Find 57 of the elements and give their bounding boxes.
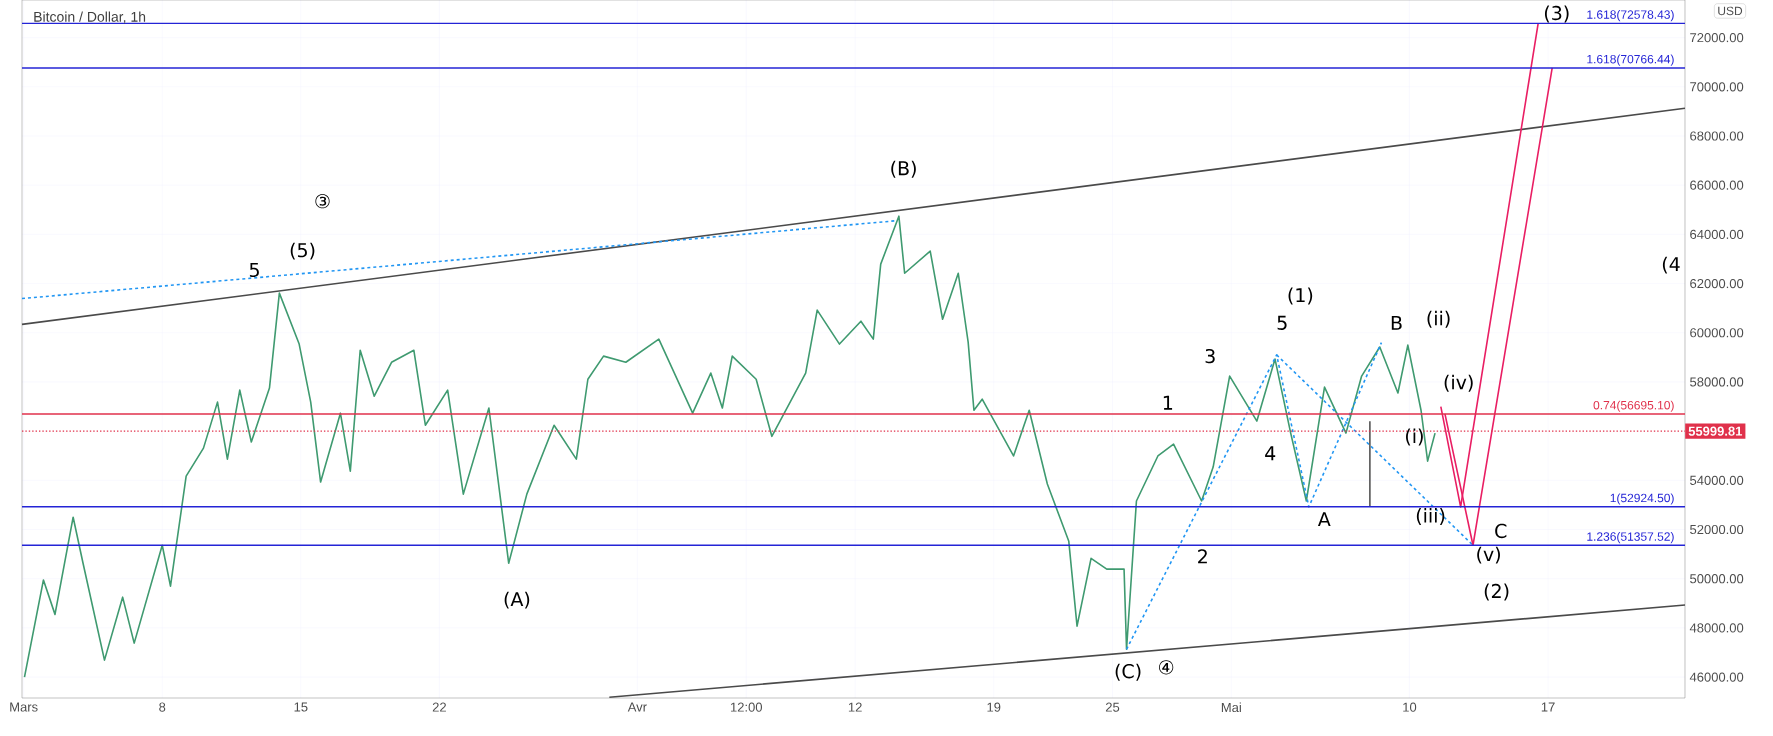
- y-tick-label: 64000.00: [1690, 229, 1744, 239]
- annotation: (ii): [1427, 310, 1450, 328]
- ref-line-label: 0.74(56695.10): [1593, 400, 1674, 412]
- annotation: A: [1317, 512, 1331, 527]
- annotation: (2): [1484, 583, 1509, 601]
- annotation: 5: [249, 263, 259, 278]
- annotation: (4: [1662, 256, 1680, 274]
- x-tick-label: 17: [1541, 702, 1555, 712]
- x-tick-label: 12:00: [730, 702, 763, 712]
- x-tick-label: 15: [294, 702, 308, 712]
- y-tick-label: 48000.00: [1689, 623, 1744, 633]
- x-tick-label: 19: [987, 702, 1001, 712]
- annotation: (iv): [1444, 374, 1473, 392]
- y-tick-label: 54000.00: [1690, 475, 1744, 485]
- annotation: ④: [1159, 660, 1174, 675]
- y-tick-label: 60000.00: [1690, 328, 1744, 338]
- y-tick-label: 62000.00: [1690, 278, 1744, 289]
- y-tick-label: 66000.00: [1690, 180, 1744, 190]
- x-tick-label: Mars: [10, 702, 38, 712]
- annotation: (1): [1288, 287, 1313, 305]
- y-tick-label: 70000.00: [1690, 82, 1744, 92]
- ref-line-label: 1(52924.50): [1610, 493, 1674, 505]
- x-tick-label: 10: [1403, 702, 1417, 712]
- annotation: 4: [1265, 446, 1276, 461]
- y-tick-label: 68000.00: [1690, 131, 1744, 141]
- annotation: (3): [1544, 5, 1569, 23]
- y-tick-label: 52000.00: [1690, 524, 1744, 535]
- annotation: ③: [315, 194, 330, 209]
- x-tick-label: 25: [1105, 702, 1120, 712]
- y-tick-label: 50000.00: [1690, 574, 1744, 584]
- annotation: (5): [290, 242, 315, 260]
- x-tick-label: 22: [432, 702, 446, 712]
- y-tick-label: 58000.00: [1690, 377, 1744, 387]
- y-axis-title: USD: [1718, 6, 1743, 16]
- annotation: 2: [1198, 549, 1207, 564]
- annotation: C: [1495, 523, 1507, 539]
- annotation: (B): [891, 160, 916, 178]
- x-tick-label: Mai: [1221, 702, 1241, 713]
- x-tick-label: 12: [848, 702, 862, 712]
- y-tick-label: 46000.00: [1689, 672, 1744, 682]
- y-tick-label: 72000.00: [1690, 33, 1744, 43]
- ref-line-label: 1.618(72578.43): [1587, 10, 1674, 22]
- annotation: (A): [504, 591, 530, 609]
- annotation: 3: [1205, 348, 1215, 364]
- annotation: (v): [1477, 546, 1500, 564]
- annotation: (C): [1115, 663, 1141, 681]
- annotation: (iii): [1416, 508, 1445, 525]
- ref-line-label: 1.618(70766.44): [1587, 54, 1674, 66]
- annotation: 1: [1163, 395, 1173, 410]
- ref-line-label: 1.236(51357.52): [1587, 531, 1674, 544]
- annotation: (i): [1406, 428, 1423, 446]
- annotation: 5: [1277, 315, 1287, 330]
- annotation: B: [1391, 315, 1402, 330]
- x-tick-label: 8: [159, 702, 166, 712]
- text: Bitcoin / Dollar, 1h: [34, 11, 146, 24]
- ref-line-label: 55999.81: [1688, 426, 1743, 436]
- x-tick-label: Avr: [627, 702, 647, 712]
